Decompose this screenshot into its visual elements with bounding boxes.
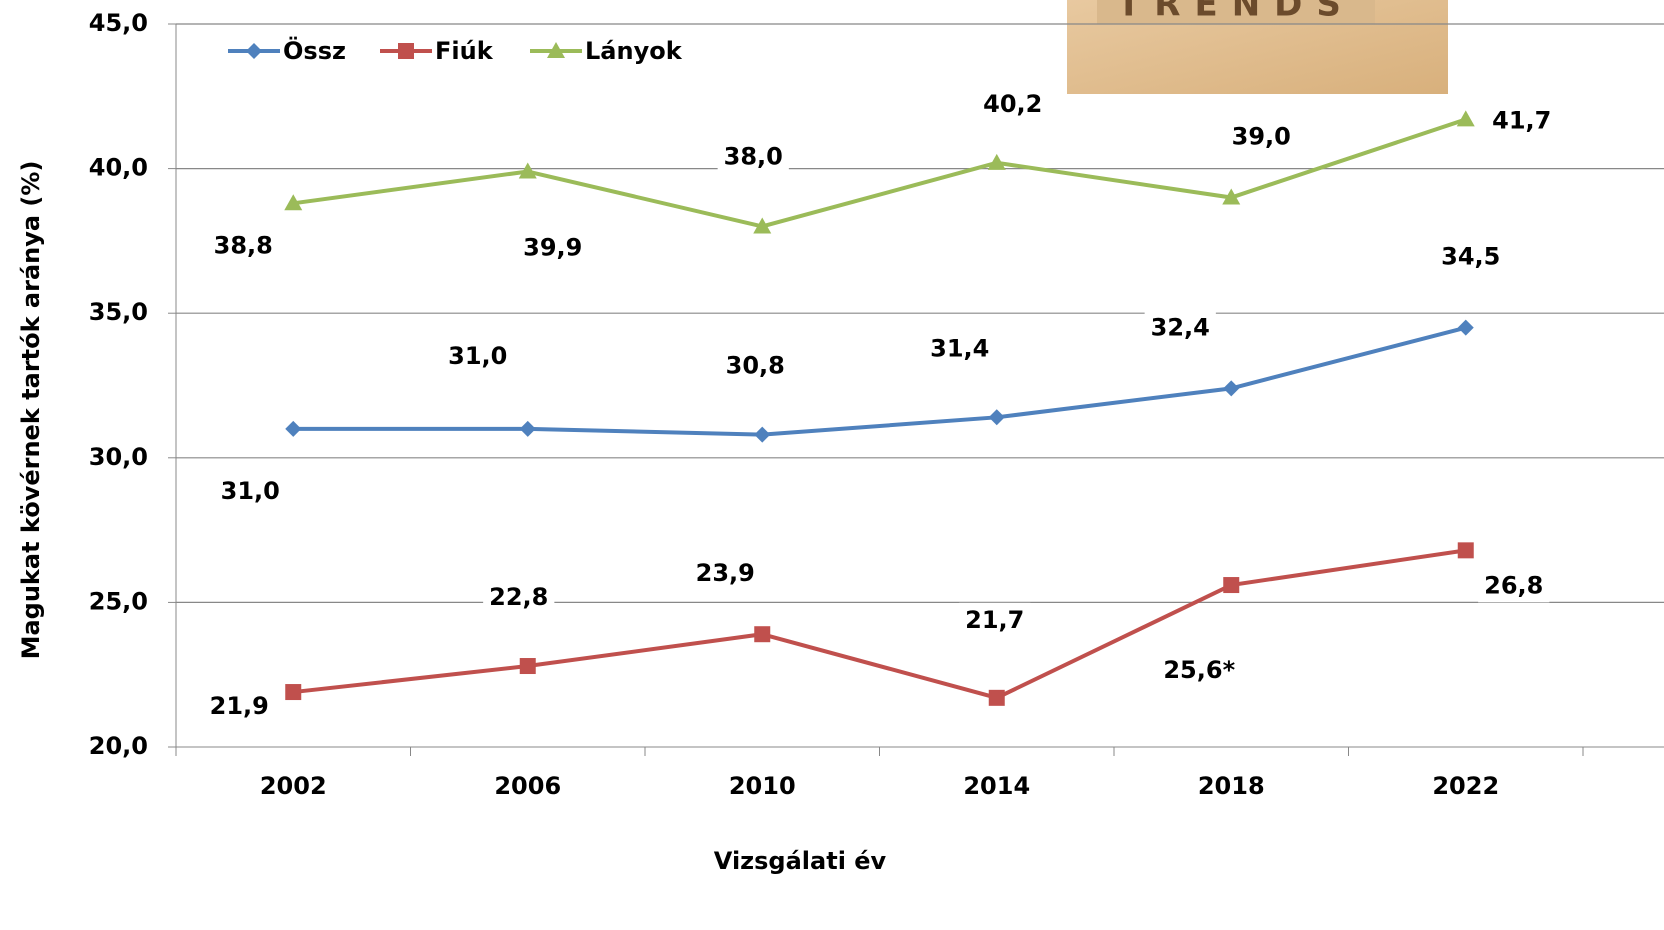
- marker: [285, 684, 301, 700]
- data-label: 39,0: [1232, 123, 1291, 151]
- marker: [754, 626, 770, 642]
- data-label: 39,9: [523, 233, 582, 261]
- x-tick-label: 2002: [260, 772, 327, 800]
- chart: TRENDS Magukat kövérnek tartók aránya (%…: [0, 0, 1664, 930]
- marker: [246, 43, 262, 59]
- legend-label: Össz: [283, 35, 346, 65]
- y-tick-label: 45,0: [89, 9, 148, 37]
- data-label: 32,4: [1151, 313, 1210, 341]
- marker: [1457, 110, 1475, 126]
- data-label: 30,8: [726, 352, 785, 380]
- legend-label: Fiúk: [435, 37, 494, 65]
- data-label: 38,0: [724, 142, 783, 170]
- marker: [1223, 577, 1239, 593]
- data-label: 40,2: [983, 90, 1042, 118]
- y-tick-label: 20,0: [89, 732, 148, 760]
- x-tick-label: 2018: [1198, 772, 1265, 800]
- data-label: 38,8: [214, 231, 273, 259]
- data-label: 21,9: [210, 692, 269, 720]
- data-label: 34,5: [1441, 243, 1500, 271]
- data-labels: 31,0 31,0 30,8 31,4 32,4 34,5 21,9 22,8 23,9 21,7…: [204, 87, 1558, 723]
- x-axis-title: Vizsgálati év: [714, 847, 887, 875]
- y-tick-label: 25,0: [89, 587, 148, 615]
- data-label: 41,7: [1492, 106, 1551, 134]
- y-tick-label: 30,0: [89, 443, 148, 471]
- y-tick-label: 40,0: [89, 154, 148, 182]
- x-tick-label: 2022: [1432, 772, 1499, 800]
- marker: [1458, 542, 1474, 558]
- data-label: 25,6*: [1163, 656, 1235, 684]
- y-tick-label: 35,0: [89, 298, 148, 326]
- marker: [285, 421, 301, 437]
- legend-label: Lányok: [585, 37, 683, 65]
- marker: [1458, 320, 1474, 336]
- series-line: [293, 550, 1466, 697]
- marker: [989, 409, 1005, 425]
- marker: [1223, 380, 1239, 396]
- x-tick-label: 2014: [963, 772, 1030, 800]
- data-label: 21,7: [965, 606, 1024, 634]
- data-label: 23,9: [696, 559, 755, 587]
- data-label: 31,0: [448, 342, 507, 370]
- data-label: 22,8: [489, 583, 548, 611]
- marker: [520, 658, 536, 674]
- data-label: 31,4: [930, 334, 989, 362]
- marker: [520, 421, 536, 437]
- marker: [754, 427, 770, 443]
- data-label: 31,0: [221, 477, 280, 505]
- image-text: TRENDS: [1117, 0, 1355, 25]
- y-axis-title: Magukat kövérnek tartók aránya (%): [17, 161, 45, 660]
- grid: [176, 24, 1664, 602]
- marker: [398, 43, 414, 59]
- marker: [989, 690, 1005, 706]
- data-label: 26,8: [1484, 571, 1543, 599]
- x-tick-label: 2010: [729, 772, 796, 800]
- x-tick-label: 2006: [494, 772, 561, 800]
